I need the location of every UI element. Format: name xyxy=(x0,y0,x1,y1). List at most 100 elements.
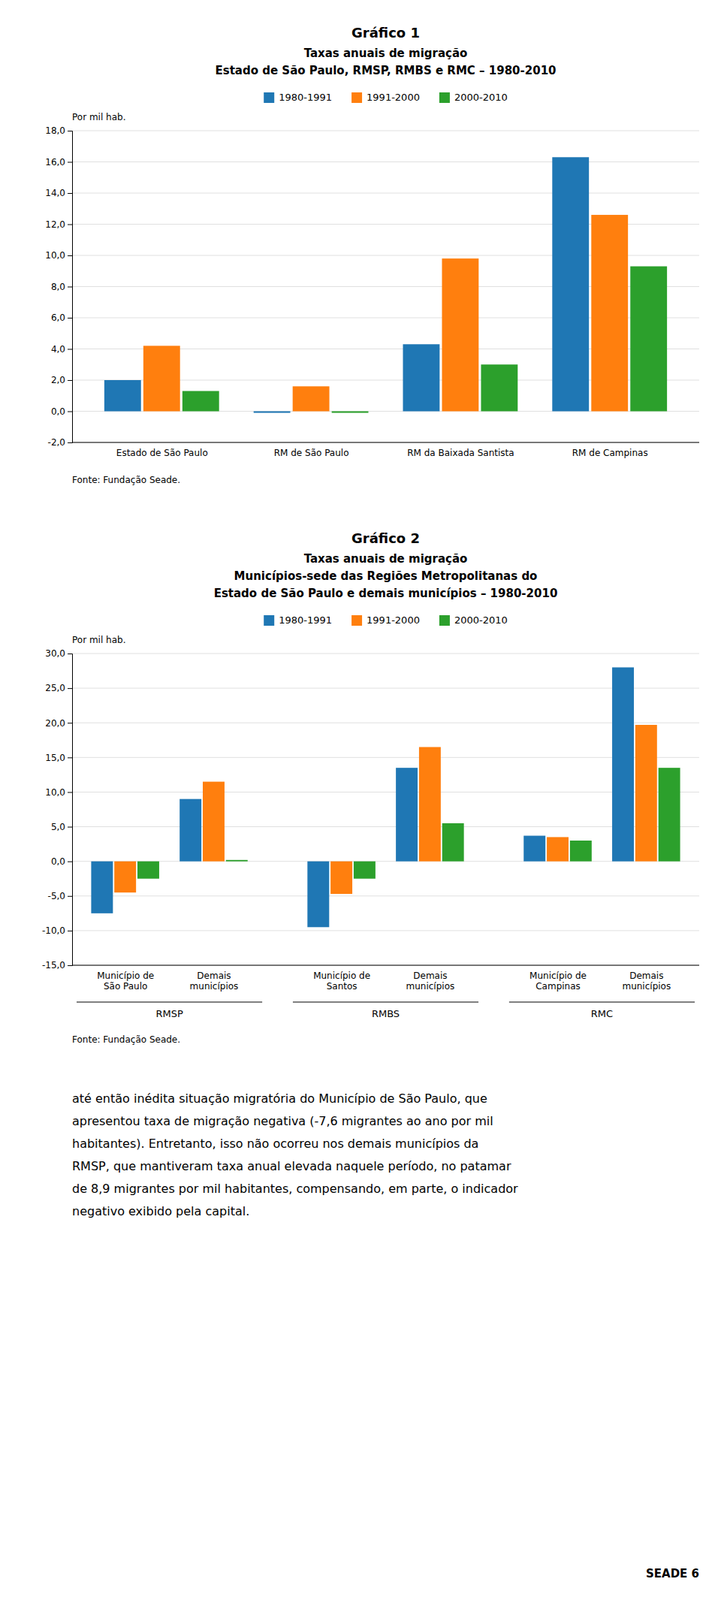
group-label: RMBS xyxy=(371,1007,400,1020)
group-bracket xyxy=(292,1001,479,1003)
x-tick-label-line: RM de Campinas xyxy=(572,447,649,459)
x-tick-label: RM de São Paulo xyxy=(274,447,350,459)
y-tick-mark xyxy=(67,286,73,288)
legend: 1980-19911991-20002000-2010 xyxy=(263,614,508,626)
y-tick: 20,0 xyxy=(45,717,73,729)
footer: SEADE 6 xyxy=(645,1566,700,1581)
legend-item: 1980-1991 xyxy=(263,91,332,103)
y-tick-label: 25,0 xyxy=(45,682,66,694)
bar-series xyxy=(104,156,589,413)
y-axis-line xyxy=(67,654,73,966)
grid-line xyxy=(72,161,700,163)
y-tick: 6,0 xyxy=(51,312,73,323)
x-tick: Demaismunicípios xyxy=(621,965,671,992)
y-tick-mark xyxy=(67,317,73,319)
x-tick-label-line: RM de São Paulo xyxy=(274,447,350,459)
x-tick-label-line: Município de xyxy=(313,970,371,981)
grid-line xyxy=(72,722,700,724)
y-tick-label: -10,0 xyxy=(42,925,66,936)
bar xyxy=(182,391,220,412)
y-tick: -5,0 xyxy=(48,890,73,902)
legend-label: 1991-2000 xyxy=(366,91,420,103)
bar xyxy=(143,345,181,411)
group-bracket xyxy=(76,1001,263,1003)
y-tick: -2,0 xyxy=(48,437,73,448)
legend-item: 1991-2000 xyxy=(351,614,420,626)
x-tick-label-line: Santos xyxy=(326,980,358,992)
grid-line xyxy=(72,130,700,132)
legend-swatch xyxy=(351,615,363,626)
grid-line xyxy=(72,193,700,194)
x-tick: RM de Campinas xyxy=(572,442,649,459)
legend-label: 1980-1991 xyxy=(278,91,332,103)
y-tick-label: 5,0 xyxy=(51,821,66,833)
paragraph-line: RMSP, que mantiveram taxa anual elevada … xyxy=(72,1158,512,1174)
y-tick: 25,0 xyxy=(45,682,73,694)
legend-swatch xyxy=(263,92,275,103)
y-tick: 8,0 xyxy=(51,281,73,293)
bar xyxy=(419,747,441,862)
bar-series xyxy=(143,214,628,411)
y-tick-label: 0,0 xyxy=(51,856,66,867)
group-label: RMC xyxy=(591,1007,613,1020)
grid-line xyxy=(72,929,700,931)
grid-line xyxy=(72,860,700,862)
x-tick: Município deCampinas xyxy=(529,965,587,992)
grid-line xyxy=(72,653,700,655)
x-axis-line xyxy=(72,442,700,444)
x-tick-label-line: São Paulo xyxy=(103,980,148,992)
x-tick-label: RM da Baixada Santista xyxy=(407,447,514,459)
chart-subtitle: Estado de São Paulo, RMSP, RMBS e RMC – … xyxy=(215,63,557,78)
chart-subtitle: Municípios-sede das Regiões Metropolitan… xyxy=(234,569,538,583)
bar xyxy=(630,266,667,412)
bar xyxy=(114,861,136,893)
y-tick-mark xyxy=(67,349,73,350)
y-axis: -2,00,02,04,06,08,010,012,014,016,018,0 xyxy=(45,125,73,448)
chart-subtitle: Taxas anuais de migração xyxy=(304,46,468,61)
x-tick-label: Município deSão Paulo xyxy=(96,970,154,992)
y-tick-label: 10,0 xyxy=(45,787,66,798)
grid-line xyxy=(72,826,700,827)
y-tick-mark xyxy=(67,442,73,444)
y-tick: -15,0 xyxy=(42,959,73,971)
y-tick-label: 10,0 xyxy=(45,250,66,261)
y-tick-label: 12,0 xyxy=(45,219,66,230)
y-tick-label: 4,0 xyxy=(51,343,66,355)
x-tick-label-line: Estado de São Paulo xyxy=(116,447,209,459)
x-tick-label: Estado de São Paulo xyxy=(116,447,209,459)
x-tick: Estado de São Paulo xyxy=(116,442,209,459)
y-tick: 0,0 xyxy=(51,856,73,867)
x-tick-label: Demaismunicípios xyxy=(406,970,456,992)
y-tick-mark xyxy=(67,380,73,381)
legend-item: 2000-2010 xyxy=(439,91,508,103)
legend-swatch xyxy=(439,92,450,103)
bar xyxy=(552,156,589,411)
y-tick-label: 20,0 xyxy=(45,717,66,729)
legend-item: 2000-2010 xyxy=(439,614,508,626)
bars xyxy=(90,666,680,927)
y-tick-mark xyxy=(67,162,73,163)
x-tick-label: Município deSantos xyxy=(313,970,371,992)
y-tick-mark xyxy=(67,687,73,689)
x-tick-label: Município deCampinas xyxy=(529,970,587,992)
bar xyxy=(480,364,518,411)
y-axis: -15,0 -10,0 -5,0 0,0 5,0 10,0 15,0 20,0 25,0 30,0 xyxy=(42,648,73,971)
grid-line xyxy=(72,895,700,896)
grid-line xyxy=(72,791,700,793)
y-tick-label: 14,0 xyxy=(45,187,66,199)
bar xyxy=(658,767,681,862)
bar xyxy=(90,861,113,914)
y-tick-label: 16,0 xyxy=(45,156,66,168)
bar xyxy=(307,861,329,928)
paragraph-line: até então inédita situação migratória do… xyxy=(72,1091,488,1106)
x-tick-label-line: municípios xyxy=(621,980,671,992)
y-tick: 15,0 xyxy=(45,752,73,764)
chart: Gráfico 2Taxas anuais de migraçãoMunicíp… xyxy=(42,530,700,1045)
bar xyxy=(331,411,369,414)
x-axis: Município deSão PauloDemaismunicípiosMun… xyxy=(96,965,671,992)
y-tick: 14,0 xyxy=(45,187,73,199)
y-tick: 30,0 xyxy=(45,648,73,659)
y-tick: 10,0 xyxy=(45,787,73,798)
y-tick-label: 0,0 xyxy=(51,406,66,417)
legend: 1980-1991 1991-2000 2000-2010 xyxy=(263,91,508,103)
